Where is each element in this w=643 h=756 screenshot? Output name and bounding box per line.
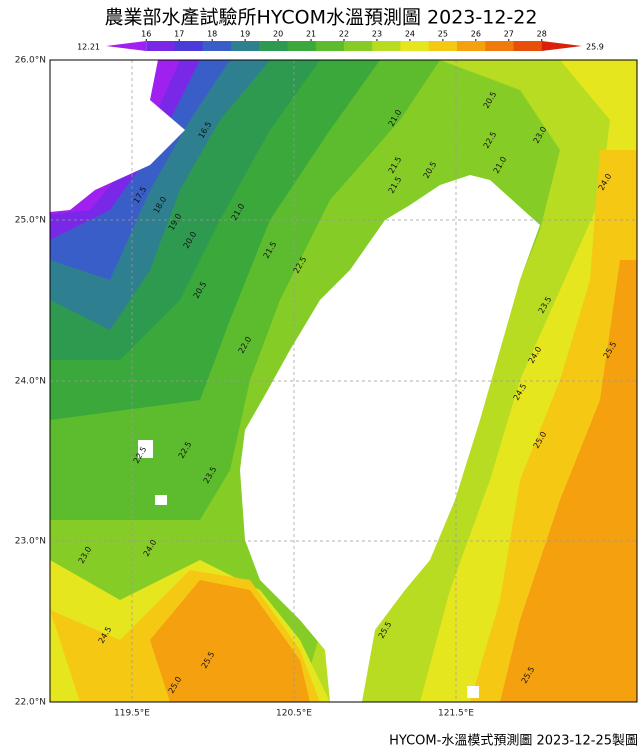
lat-label: 22.0°N <box>15 698 46 708</box>
lat-label: 26.0°N <box>15 56 46 66</box>
graticule <box>50 60 637 702</box>
footer: HYCOM-水溫模式預測圖 2023-12-25製圖 <box>389 734 638 749</box>
lat-label: 25.0°N <box>15 216 46 226</box>
lat-label: 23.0°N <box>15 537 46 547</box>
colorbar: 16 17 18 19 20 21 22 23 24 25 26 27 28 12.21 25.9 <box>77 30 604 52</box>
colorbar-segment <box>315 41 345 51</box>
colorbar-segment <box>372 41 401 51</box>
colorbar-segment <box>513 41 543 51</box>
colorbar-tick-label: 19 <box>240 30 250 39</box>
colorbar-tick-label: 22 <box>339 30 349 39</box>
colorbar-segment <box>231 41 260 51</box>
colorbar-tick-label: 21 <box>306 30 316 39</box>
colorbar-segment <box>287 41 317 51</box>
colorbar-segment <box>400 41 430 51</box>
lat-label: 24.0°N <box>15 377 46 387</box>
colorbar-segment <box>259 41 288 51</box>
land <box>50 60 540 702</box>
lon-label: 120.5°E <box>276 709 312 719</box>
colorbar-segment <box>174 41 204 51</box>
colorbar-tick-label: 17 <box>174 30 184 39</box>
map-frame <box>49 59 638 703</box>
colorbar-tick-label: 26 <box>471 30 481 39</box>
colorbar-tick-label: 16 <box>141 30 151 39</box>
colorbar-segment <box>202 41 232 51</box>
colorbar-end <box>106 41 147 51</box>
lon-label: 121.5°E <box>438 709 474 719</box>
colorbar-segment <box>428 41 458 51</box>
colorbar-tick-label: 25 <box>438 30 448 39</box>
colorbar-segment <box>457 41 486 51</box>
colorbar-max: 25.9 <box>586 43 604 52</box>
colorbar-segment <box>485 41 514 51</box>
colorbar-end <box>541 41 582 51</box>
colorbar-tick-label: 23 <box>372 30 382 39</box>
lon-label: 119.5°E <box>114 709 150 719</box>
colorbar-min: 12.21 <box>77 43 100 52</box>
colorbar-tick-label: 27 <box>504 30 514 39</box>
colorbar-segment <box>344 41 373 51</box>
colorbar-tick-label: 28 <box>537 30 547 39</box>
title: 農業部水產試驗所HYCOM水溫預測圖 2023-12-22 <box>105 7 538 29</box>
colorbar-tick-label: 24 <box>405 30 415 39</box>
colorbar-segment <box>146 41 175 51</box>
colorbar-tick-label: 20 <box>273 30 283 39</box>
colorbar-tick-label: 18 <box>207 30 217 39</box>
